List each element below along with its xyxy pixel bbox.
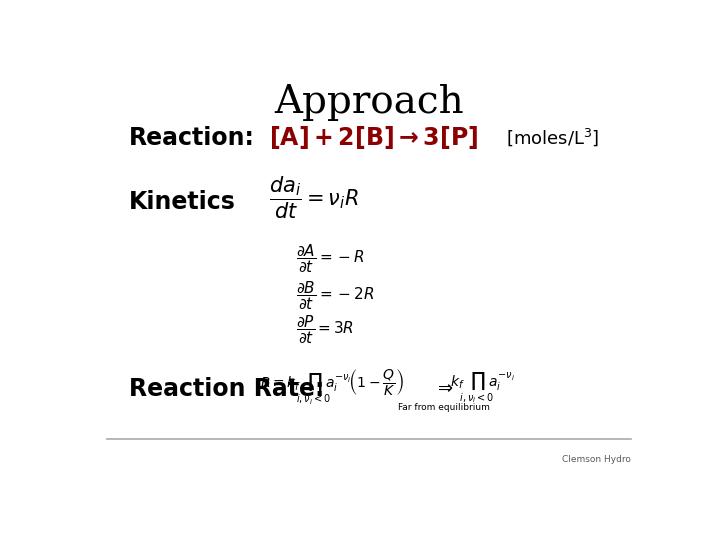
Text: $\dfrac{da_i}{dt} = \nu_i R$: $\dfrac{da_i}{dt} = \nu_i R$ (269, 175, 359, 221)
Text: Clemson Hydro: Clemson Hydro (562, 455, 631, 464)
Text: $\dfrac{\partial P}{\partial t} = 3R$: $\dfrac{\partial P}{\partial t} = 3R$ (297, 314, 354, 347)
Text: $\dfrac{\partial B}{\partial t} = -2R$: $\dfrac{\partial B}{\partial t} = -2R$ (297, 279, 375, 312)
Text: $\Rightarrow$: $\Rightarrow$ (434, 378, 454, 396)
Text: Kinetics: Kinetics (129, 190, 236, 214)
Text: Reaction:: Reaction: (129, 126, 255, 150)
Text: $R = k_f \!\prod_{i,\nu_i<0}\!\! a_i^{-\nu_i}\!\left(1-\dfrac{Q}{K}\right)$: $R = k_f \!\prod_{i,\nu_i<0}\!\! a_i^{-\… (260, 367, 404, 407)
Text: $\mathrm{[moles/L^3]}$: $\mathrm{[moles/L^3]}$ (505, 127, 599, 148)
Text: Far from equilibrium: Far from equilibrium (398, 403, 490, 413)
Text: $\mathbf{[A]+2[B]\rightarrow3[P]}$: $\mathbf{[A]+2[B]\rightarrow3[P]}$ (269, 124, 478, 151)
Text: Approach: Approach (274, 84, 464, 120)
Text: $\dfrac{\partial A}{\partial t} = -R$: $\dfrac{\partial A}{\partial t} = -R$ (297, 242, 365, 274)
Text: $k_f \!\prod_{i,\nu_i<0}\!\! a_i^{-\nu_i}$: $k_f \!\prod_{i,\nu_i<0}\!\! a_i^{-\nu_i… (450, 369, 515, 404)
Text: Reaction Rate:: Reaction Rate: (129, 377, 325, 401)
